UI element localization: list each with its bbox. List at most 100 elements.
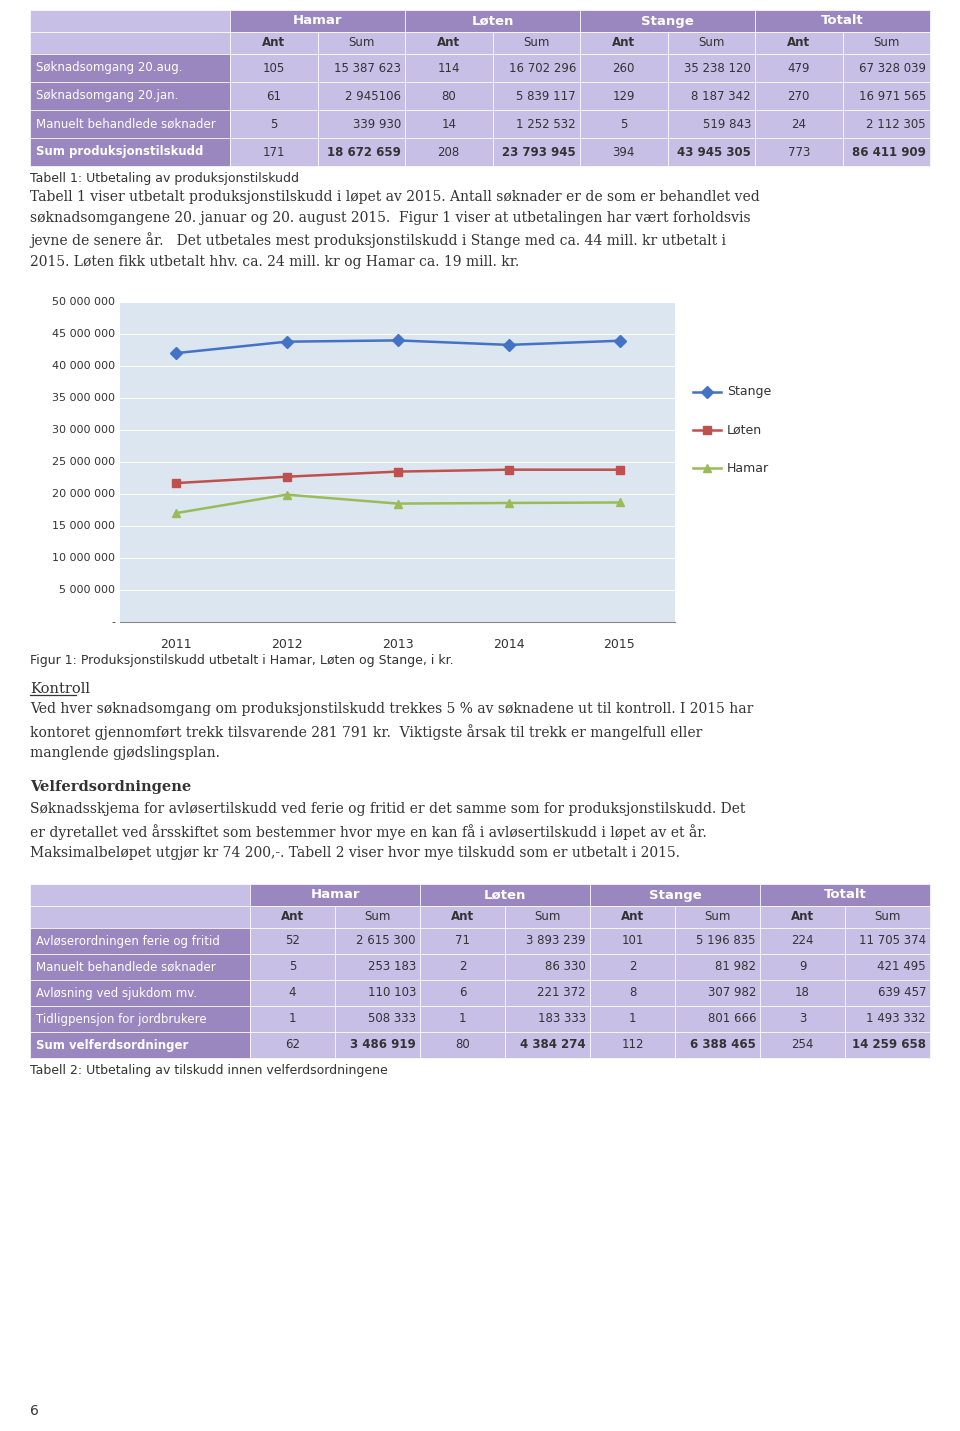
Text: Ved hver søknadsomgang om produksjonstilskudd trekkes 5 % av søknadene ut til ko: Ved hver søknadsomgang om produksjonstil…: [30, 703, 754, 760]
Text: 62: 62: [285, 1039, 300, 1052]
Text: 11 705 374: 11 705 374: [859, 934, 926, 947]
Bar: [492, 31, 580, 54]
Text: Stange: Stange: [727, 385, 771, 398]
Bar: [590, 1032, 675, 1058]
Text: Sum: Sum: [348, 37, 374, 50]
Bar: [505, 954, 590, 980]
Bar: [250, 954, 335, 980]
Text: 81 982: 81 982: [715, 960, 756, 973]
Text: 270: 270: [787, 90, 810, 103]
Text: Velferdsordningene: Velferdsordningene: [30, 780, 191, 794]
Text: Ant: Ant: [787, 37, 810, 50]
Text: Manuelt behandlede søknader: Manuelt behandlede søknader: [36, 960, 216, 973]
Text: 639 457: 639 457: [877, 986, 926, 999]
Bar: [30, 927, 250, 954]
Bar: [30, 1032, 250, 1058]
Bar: [845, 980, 930, 1006]
Text: Tidligpensjon for jordbrukere: Tidligpensjon for jordbrukere: [36, 1013, 206, 1026]
Text: Ant: Ant: [281, 910, 304, 923]
Bar: [30, 54, 230, 82]
Bar: [250, 884, 420, 906]
Text: Løten: Løten: [484, 889, 526, 902]
Text: 339 930: 339 930: [352, 117, 401, 130]
Bar: [760, 906, 845, 927]
Text: 1: 1: [459, 1013, 467, 1026]
Bar: [230, 110, 318, 137]
Text: 2013: 2013: [382, 638, 414, 651]
Text: Figur 1: Produksjonstilskudd utbetalt i Hamar, Løten og Stange, i kr.: Figur 1: Produksjonstilskudd utbetalt i …: [30, 654, 454, 667]
Bar: [675, 927, 760, 954]
Text: 9: 9: [799, 960, 806, 973]
Text: Ant: Ant: [612, 37, 636, 50]
Bar: [250, 906, 335, 927]
Text: 253 183: 253 183: [368, 960, 416, 973]
Text: 6 388 465: 6 388 465: [690, 1039, 756, 1052]
Bar: [230, 137, 318, 166]
Bar: [755, 10, 930, 31]
Text: 15 000 000: 15 000 000: [52, 521, 115, 531]
Bar: [755, 137, 843, 166]
Bar: [845, 1006, 930, 1032]
Bar: [335, 927, 420, 954]
Text: 8: 8: [629, 986, 636, 999]
Bar: [590, 884, 760, 906]
Text: 23 793 945: 23 793 945: [502, 146, 576, 159]
Bar: [755, 54, 843, 82]
Bar: [250, 1032, 335, 1058]
Text: 2 112 305: 2 112 305: [866, 117, 926, 130]
Text: 260: 260: [612, 62, 635, 74]
Bar: [335, 906, 420, 927]
Text: 14 259 658: 14 259 658: [852, 1039, 926, 1052]
Bar: [590, 1006, 675, 1032]
Text: Søknadsskjema for avløsertilskudd ved ferie og fritid er det samme som for produ: Søknadsskjema for avløsertilskudd ved fe…: [30, 801, 745, 860]
Bar: [30, 1006, 250, 1032]
Bar: [492, 137, 580, 166]
Bar: [760, 1032, 845, 1058]
Bar: [843, 82, 930, 110]
Text: Ant: Ant: [451, 910, 474, 923]
Bar: [250, 927, 335, 954]
Text: 4 384 274: 4 384 274: [520, 1039, 586, 1052]
Text: Søknadsomgang 20.aug.: Søknadsomgang 20.aug.: [36, 62, 182, 74]
Bar: [30, 10, 230, 31]
Bar: [318, 54, 405, 82]
Bar: [590, 954, 675, 980]
Text: 2012: 2012: [271, 638, 302, 651]
Bar: [318, 31, 405, 54]
Text: 5 196 835: 5 196 835: [697, 934, 756, 947]
Text: Tabell 1: Utbetaling av produksjonstilskudd: Tabell 1: Utbetaling av produksjonstilsk…: [30, 172, 299, 185]
Text: 20 000 000: 20 000 000: [52, 489, 115, 499]
Text: Sum: Sum: [523, 37, 549, 50]
Text: Løten: Løten: [471, 14, 514, 27]
Bar: [492, 110, 580, 137]
Text: Løten: Løten: [727, 424, 762, 436]
Bar: [420, 884, 590, 906]
Bar: [843, 137, 930, 166]
Bar: [30, 31, 230, 54]
Text: 86 411 909: 86 411 909: [852, 146, 926, 159]
Text: 67 328 039: 67 328 039: [859, 62, 926, 74]
Text: 508 333: 508 333: [368, 1013, 416, 1026]
Text: 61: 61: [266, 90, 281, 103]
Bar: [505, 980, 590, 1006]
Bar: [230, 82, 318, 110]
Text: 18 672 659: 18 672 659: [327, 146, 401, 159]
Text: Totalt: Totalt: [821, 14, 864, 27]
Text: 14: 14: [442, 117, 456, 130]
Bar: [580, 10, 755, 31]
Bar: [760, 884, 930, 906]
Bar: [760, 927, 845, 954]
Text: Sum: Sum: [875, 910, 900, 923]
Bar: [230, 54, 318, 82]
Text: Totalt: Totalt: [824, 889, 866, 902]
Text: 50 000 000: 50 000 000: [52, 298, 115, 308]
Bar: [405, 110, 492, 137]
Bar: [580, 137, 667, 166]
Bar: [590, 980, 675, 1006]
Text: 86 330: 86 330: [545, 960, 586, 973]
Text: 5 000 000: 5 000 000: [59, 585, 115, 595]
Bar: [405, 54, 492, 82]
Bar: [405, 137, 492, 166]
Text: 5: 5: [289, 960, 297, 973]
Bar: [845, 1032, 930, 1058]
